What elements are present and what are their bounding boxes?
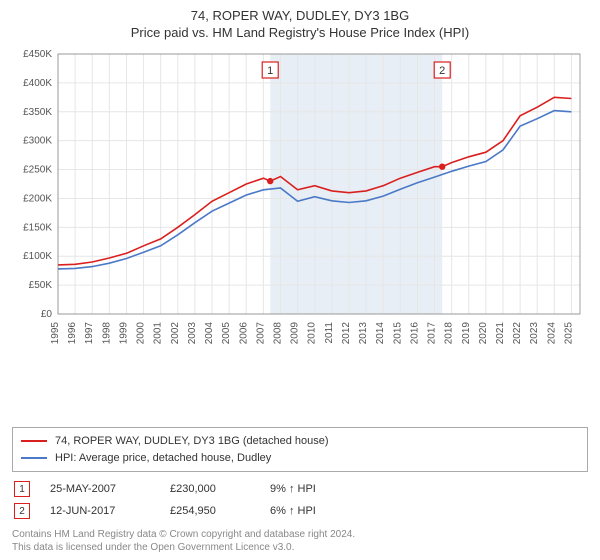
xtick-label: 2021 — [495, 321, 506, 344]
legend-swatch — [21, 440, 47, 442]
legend-item: HPI: Average price, detached house, Dudl… — [21, 450, 579, 467]
xtick-label: 2015 — [392, 321, 403, 344]
xtick-label: 1998 — [101, 321, 112, 344]
sale-date: 12-JUN-2017 — [50, 505, 150, 517]
legend-item: 74, ROPER WAY, DUDLEY, DY3 1BG (detached… — [21, 433, 579, 450]
ytick-label: £450K — [23, 49, 52, 60]
ytick-label: £200K — [23, 193, 52, 204]
xtick-label: 2014 — [375, 321, 386, 344]
page-container: 74, ROPER WAY, DUDLEY, DY3 1BG Price pai… — [0, 0, 600, 560]
xtick-label: 2005 — [221, 321, 232, 344]
xtick-label: 2019 — [461, 321, 472, 344]
xtick-label: 2025 — [563, 321, 574, 344]
xtick-label: 2006 — [238, 321, 249, 344]
ytick-label: £350K — [23, 107, 52, 118]
xtick-label: 2007 — [255, 321, 266, 344]
sale-price: £254,950 — [170, 505, 250, 517]
line-chart: £0 £50K £100K £150K £200K £250K £300K £350K £400… — [12, 46, 588, 356]
footer-line-1: Contains HM Land Registry data © Crown c… — [12, 528, 588, 541]
xtick-label: 2004 — [204, 321, 215, 344]
legend-label: 74, ROPER WAY, DUDLEY, DY3 1BG (detached… — [55, 433, 329, 450]
xtick-label: 2002 — [170, 321, 181, 344]
xtick-label: 2018 — [444, 321, 455, 344]
xtick-label: 2009 — [290, 321, 301, 344]
xtick-label: 2022 — [512, 321, 523, 344]
xtick-label: 2012 — [341, 321, 352, 344]
ytick-label: £50K — [29, 280, 53, 291]
callout-label: 1 — [267, 65, 273, 77]
callout-label: 2 — [439, 65, 445, 77]
sales-table: 1 25-MAY-2007 £230,000 9% ↑ HPI 2 12-JUN-2017… — [12, 478, 588, 522]
xtick-label: 2020 — [478, 321, 489, 344]
xtick-label: 2000 — [136, 321, 147, 344]
sale-row: 1 25-MAY-2007 £230,000 9% ↑ HPI — [12, 478, 588, 500]
chart-area: £0 £50K £100K £150K £200K £250K £300K £350K £400… — [12, 46, 588, 423]
xtick-label: 2016 — [409, 321, 420, 344]
xtick-label: 2023 — [529, 321, 540, 344]
sale-index: 2 — [14, 503, 30, 519]
legend-swatch — [21, 457, 47, 459]
ytick-label: £150K — [23, 222, 52, 233]
ytick-label: £100K — [23, 251, 52, 262]
xtick-label: 2017 — [427, 321, 438, 344]
page-subtitle: Price paid vs. HM Land Registry's House … — [12, 25, 588, 42]
sale-marker — [439, 163, 445, 169]
xtick-label: 2001 — [153, 321, 164, 344]
xtick-label: 1995 — [50, 321, 61, 344]
xtick-label: 2003 — [187, 321, 198, 344]
footer: Contains HM Land Registry data © Crown c… — [12, 528, 588, 554]
xtick-label: 2024 — [546, 321, 557, 344]
sale-price: £230,000 — [170, 483, 250, 495]
ytick-label: £400K — [23, 78, 52, 89]
ytick-label: £0 — [41, 309, 53, 320]
sale-diff: 9% ↑ HPI — [270, 483, 316, 495]
footer-line-2: This data is licensed under the Open Gov… — [12, 541, 588, 554]
ytick-label: £250K — [23, 164, 52, 175]
sale-diff: 6% ↑ HPI — [270, 505, 316, 517]
xtick-label: 1996 — [67, 321, 78, 344]
sale-row: 2 12-JUN-2017 £254,950 6% ↑ HPI — [12, 500, 588, 522]
sale-date: 25-MAY-2007 — [50, 483, 150, 495]
xtick-label: 1997 — [84, 321, 95, 344]
sale-index: 1 — [14, 481, 30, 497]
legend-label: HPI: Average price, detached house, Dudl… — [55, 450, 271, 467]
xtick-label: 1999 — [118, 321, 129, 344]
xtick-label: 2011 — [324, 321, 335, 343]
xtick-label: 2008 — [272, 321, 283, 344]
page-title: 74, ROPER WAY, DUDLEY, DY3 1BG — [12, 8, 588, 25]
sale-marker — [267, 178, 273, 184]
legend: 74, ROPER WAY, DUDLEY, DY3 1BG (detached… — [12, 427, 588, 472]
xtick-label: 2013 — [358, 321, 369, 344]
ytick-label: £300K — [23, 135, 52, 146]
xtick-label: 2010 — [307, 321, 318, 344]
